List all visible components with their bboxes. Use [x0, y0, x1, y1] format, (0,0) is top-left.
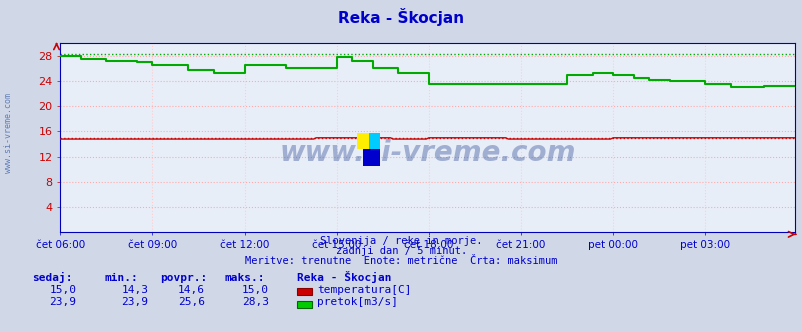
Bar [363, 149, 379, 166]
Text: Slovenija / reke in morje.: Slovenija / reke in morje. [320, 236, 482, 246]
Bar [357, 133, 368, 149]
Text: www.si-vreme.com: www.si-vreme.com [3, 93, 13, 173]
Text: Meritve: trenutne  Enote: metrične  Črta: maksimum: Meritve: trenutne Enote: metrične Črta: … [245, 256, 557, 266]
Text: 25,6: 25,6 [177, 297, 205, 307]
Text: maks.:: maks.: [225, 273, 265, 283]
Text: sedaj:: sedaj: [32, 272, 72, 283]
Bar [368, 133, 379, 149]
Text: zadnji dan / 5 minut.: zadnji dan / 5 minut. [335, 246, 467, 256]
Text: min.:: min.: [104, 273, 138, 283]
Text: temperatura[C]: temperatura[C] [317, 285, 411, 295]
Text: Reka - Škocjan: Reka - Škocjan [338, 8, 464, 26]
Text: 15,0: 15,0 [241, 285, 269, 295]
Text: 23,9: 23,9 [121, 297, 148, 307]
Text: 14,6: 14,6 [177, 285, 205, 295]
Text: 23,9: 23,9 [49, 297, 76, 307]
Text: 14,3: 14,3 [121, 285, 148, 295]
Text: www.si-vreme.com: www.si-vreme.com [279, 139, 575, 167]
Text: pretok[m3/s]: pretok[m3/s] [317, 297, 398, 307]
Text: 28,3: 28,3 [241, 297, 269, 307]
Text: povpr.:: povpr.: [160, 273, 208, 283]
Text: 15,0: 15,0 [49, 285, 76, 295]
Text: Reka - Škocjan: Reka - Škocjan [297, 271, 391, 283]
